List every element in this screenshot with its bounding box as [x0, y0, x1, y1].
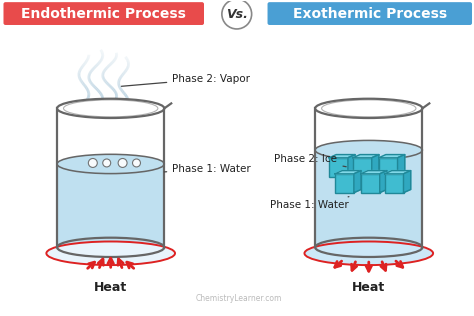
Bar [315, 108, 422, 247]
Circle shape [88, 159, 97, 167]
Circle shape [118, 159, 127, 167]
FancyBboxPatch shape [3, 2, 204, 25]
Polygon shape [385, 171, 410, 174]
FancyBboxPatch shape [267, 2, 472, 25]
Polygon shape [335, 171, 361, 174]
Polygon shape [353, 155, 379, 158]
Text: ChemistryLearner.com: ChemistryLearner.com [196, 295, 282, 303]
Polygon shape [348, 155, 355, 177]
Ellipse shape [57, 99, 164, 118]
Text: Phase 1: Water: Phase 1: Water [270, 197, 349, 210]
Text: Vs.: Vs. [226, 8, 248, 21]
Polygon shape [380, 171, 387, 193]
Ellipse shape [315, 99, 422, 118]
Polygon shape [354, 171, 361, 193]
Ellipse shape [304, 241, 433, 265]
Circle shape [133, 159, 140, 167]
Text: Phase 2: Vapor: Phase 2: Vapor [121, 74, 250, 86]
Polygon shape [379, 155, 405, 158]
Polygon shape [403, 171, 410, 193]
Text: Endothermic Process: Endothermic Process [21, 7, 186, 21]
Bar [315, 150, 422, 247]
Bar [57, 164, 164, 247]
Text: Exothermic Process: Exothermic Process [293, 7, 447, 21]
Polygon shape [361, 171, 387, 174]
Bar [379, 158, 398, 177]
Bar [329, 158, 348, 177]
Bar [57, 108, 164, 247]
Text: Heat: Heat [94, 281, 128, 294]
Bar [353, 158, 372, 177]
Text: Phase 1: Water: Phase 1: Water [164, 164, 251, 174]
Ellipse shape [315, 99, 422, 118]
Ellipse shape [57, 154, 164, 173]
Bar [335, 174, 354, 193]
Ellipse shape [57, 238, 164, 257]
Bar [385, 174, 403, 193]
Ellipse shape [57, 99, 164, 118]
Polygon shape [398, 155, 405, 177]
Circle shape [103, 159, 111, 167]
Ellipse shape [315, 140, 422, 160]
Text: Phase 2: Ice: Phase 2: Ice [274, 154, 346, 167]
Text: Heat: Heat [352, 281, 385, 294]
Polygon shape [372, 155, 379, 177]
Bar [361, 174, 380, 193]
Polygon shape [329, 155, 355, 158]
Circle shape [222, 0, 252, 29]
Ellipse shape [315, 238, 422, 257]
Ellipse shape [46, 241, 175, 265]
